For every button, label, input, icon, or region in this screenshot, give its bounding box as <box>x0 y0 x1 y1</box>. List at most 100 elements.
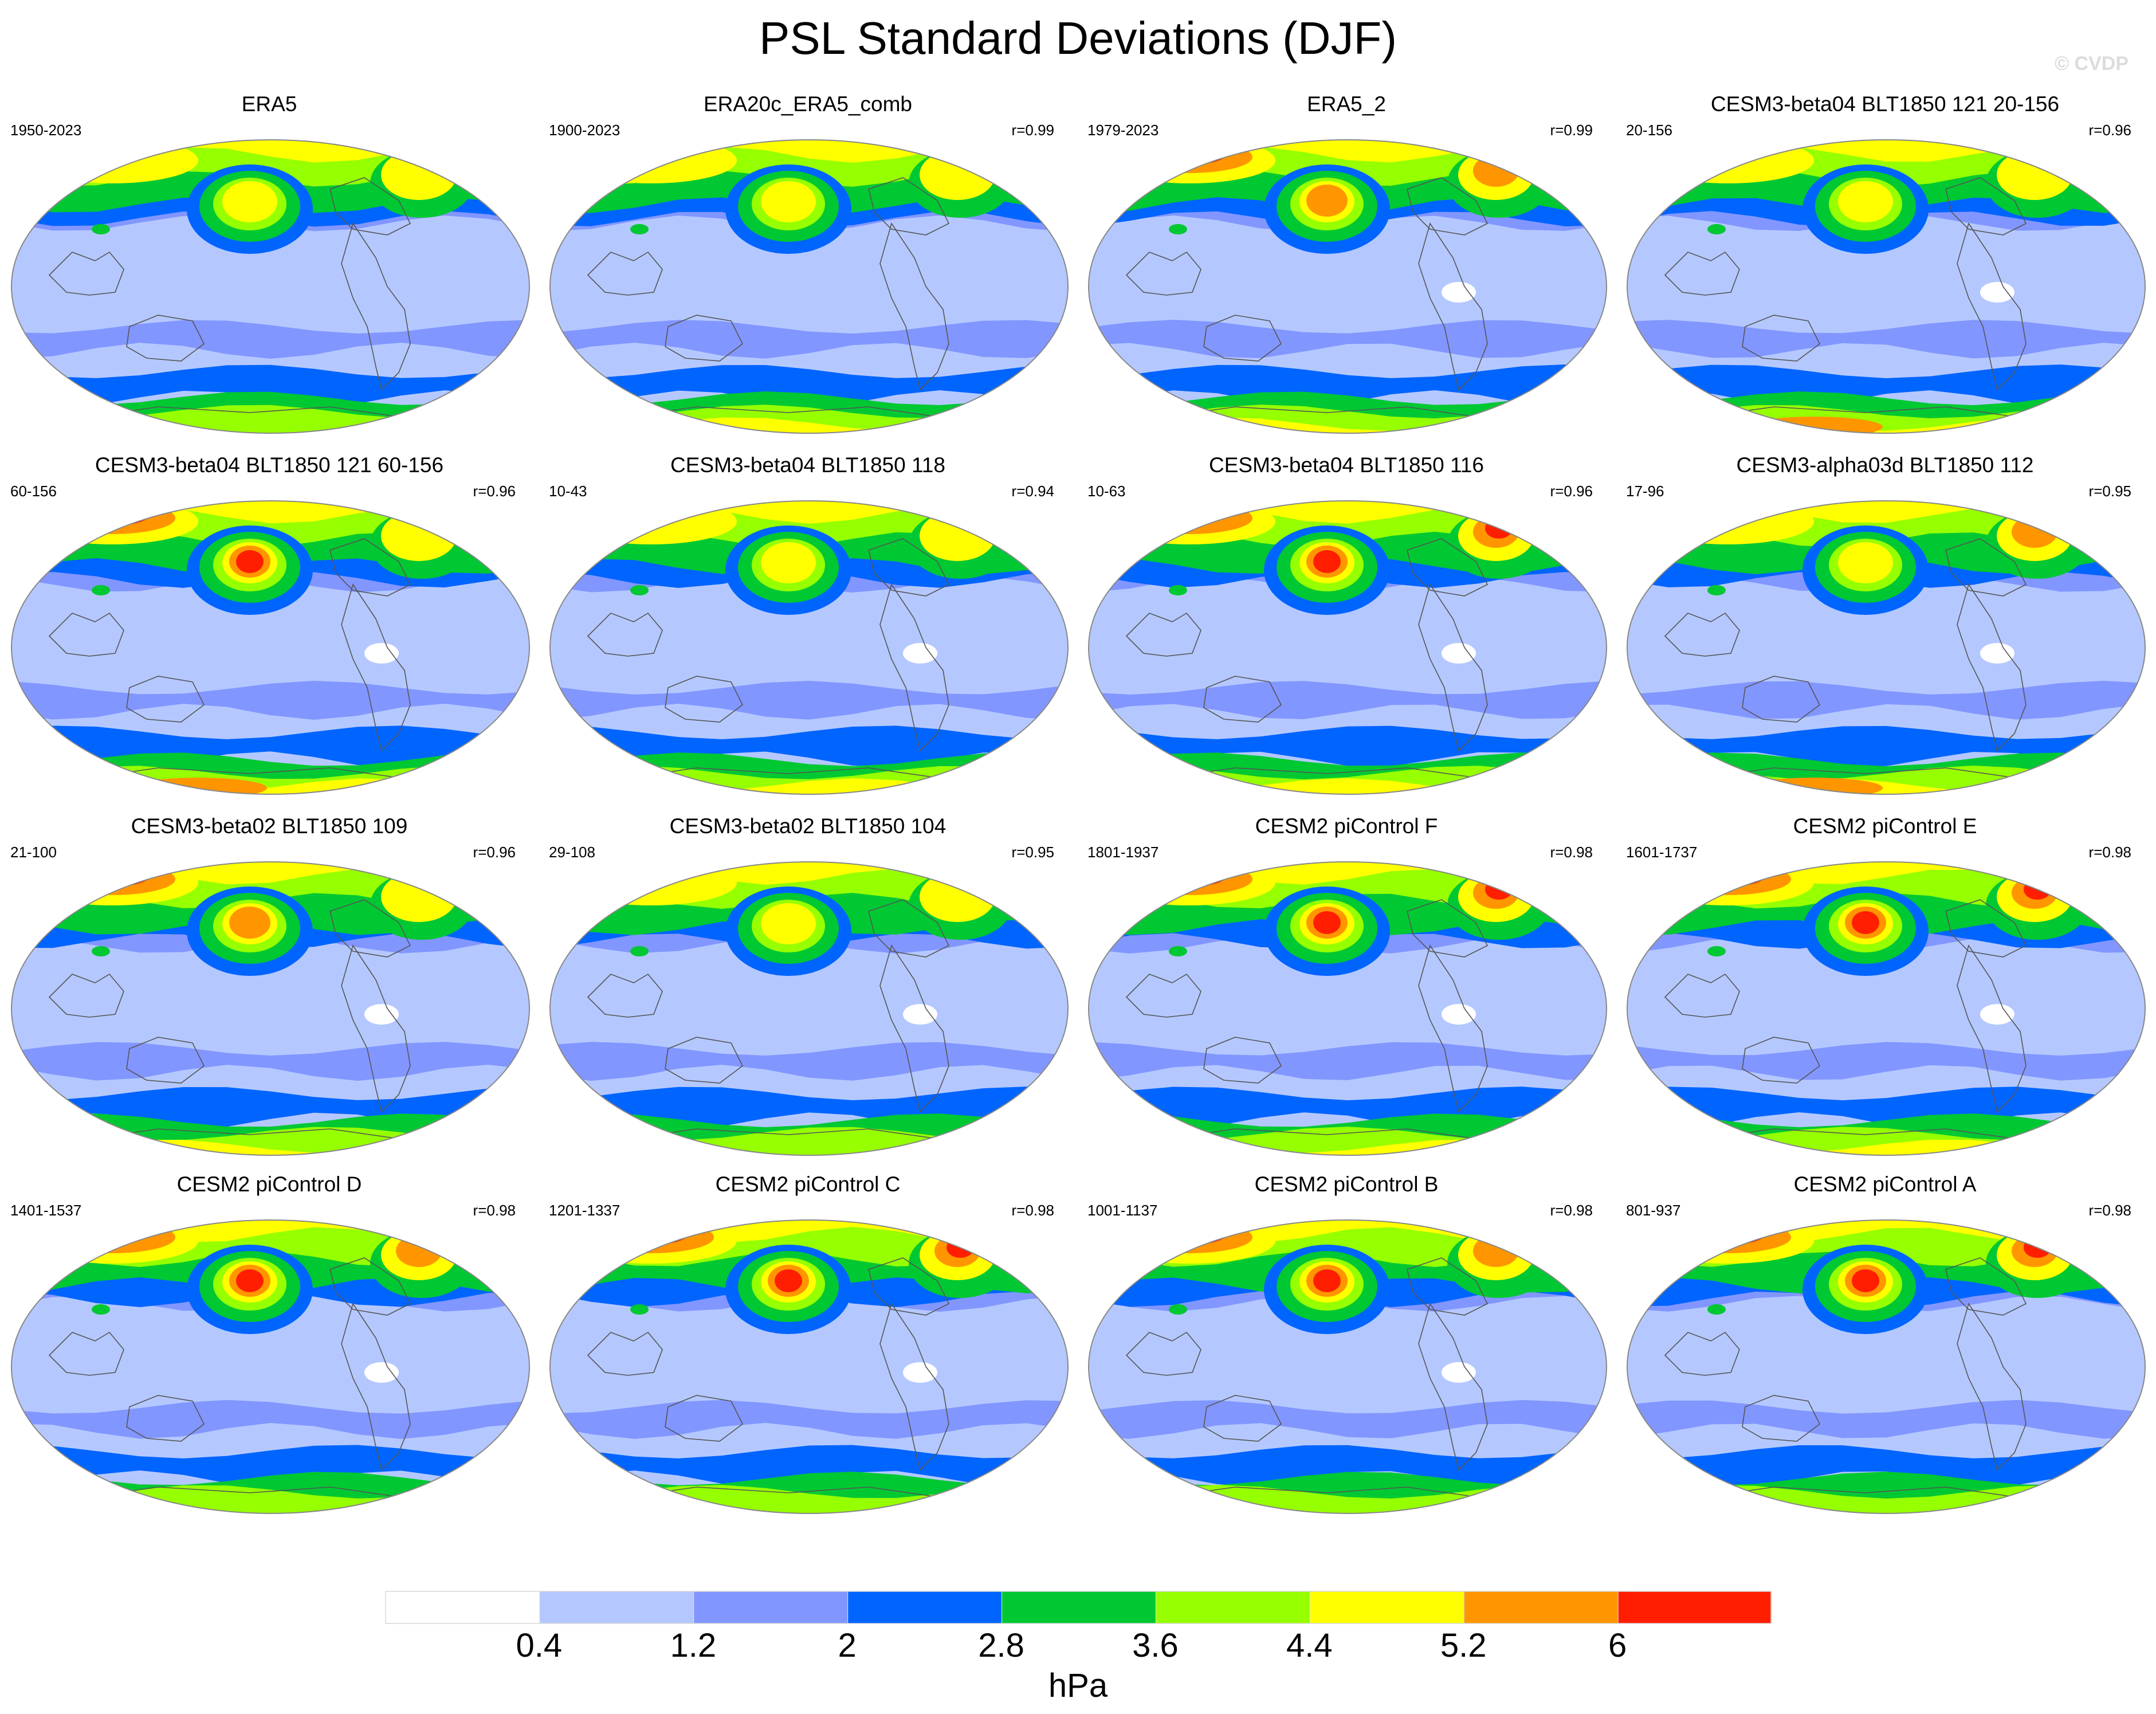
eurasia-orange <box>1126 863 1252 895</box>
south-america-outline <box>341 944 411 1113</box>
sh-antarctic-yellowgreen <box>1089 1127 1607 1155</box>
robinson-map <box>11 139 530 434</box>
south-america-outline <box>879 944 949 1113</box>
south-america-outline <box>1418 944 1488 1113</box>
north-america-outline <box>329 177 411 236</box>
panel-title: CESM3-beta04 BLT1850 116 <box>1209 453 1484 477</box>
panel-pattern-correlation: r=0.96 <box>473 844 516 861</box>
map-border <box>549 139 1069 434</box>
low-variance-patch <box>364 1362 399 1383</box>
aleutian-orange <box>229 907 270 939</box>
north-america-outline <box>1407 538 1489 597</box>
tibet-spot <box>1169 946 1187 956</box>
coastlines <box>1664 1257 2027 1499</box>
low-variance-patch <box>1980 1004 2014 1025</box>
robinson-map <box>1627 861 2146 1156</box>
map-panel: CESM2 piControl A 801-937 r=0.98 <box>1616 1172 2154 1539</box>
low-variance-patch <box>1442 1004 1476 1025</box>
robinson-map <box>549 139 1069 434</box>
maritime-continent-outline <box>1664 251 1740 296</box>
maritime-continent-outline <box>587 1331 663 1376</box>
sh-subtropical-band <box>1089 681 1607 719</box>
eurasia-orange <box>49 863 175 895</box>
sh-subtropical-band <box>1627 681 2145 720</box>
eurasia-orange <box>1126 1221 1252 1253</box>
north-america-outline <box>1945 1257 2027 1316</box>
low-variance-patch <box>1980 282 2014 303</box>
eurasia-red <box>64 866 149 887</box>
nh-arctic-yellow <box>1627 501 2145 524</box>
icelandic-orange <box>1473 1235 1519 1267</box>
panel-years: 60-156 <box>10 483 57 500</box>
australia-outline <box>1742 676 1821 723</box>
panel-title: CESM3-alpha03d BLT1850 112 <box>1736 453 2034 477</box>
maritime-continent-outline <box>587 251 663 296</box>
colorbar-cell <box>1617 1591 1772 1624</box>
panel-years: 21-100 <box>10 844 57 861</box>
low-variance-patch <box>1442 282 1476 303</box>
map-panel: CESM2 piControl F 1801-1937 r=0.98 <box>1077 814 1616 1180</box>
australia-outline <box>665 1395 744 1442</box>
maritime-continent-outline <box>587 612 663 657</box>
robinson-map <box>1088 861 1607 1156</box>
panel-years: 801-937 <box>1626 1202 1681 1219</box>
colorbar-tick-label: 0.4 <box>516 1627 563 1664</box>
nh-arctic-yellow <box>1089 140 1607 163</box>
colorbar-tick-label: 2 <box>838 1627 857 1664</box>
map-panel: CESM3-beta02 BLT1850 104 29-108 r=0.95 <box>539 814 1077 1180</box>
colorbar-cell <box>385 1591 540 1624</box>
tibet-spot <box>1707 946 1726 956</box>
panel-years: 1979-2023 <box>1087 121 1159 139</box>
panel-title: CESM3-beta04 BLT1850 121 60-156 <box>95 453 444 477</box>
sh-storm-track-blue <box>1627 1087 2145 1128</box>
nh-arctic-yellow <box>1627 140 2145 163</box>
sh-storm-track-blue <box>1627 725 2145 767</box>
panel-years: 20-156 <box>1626 121 1672 139</box>
map-panel: CESM3-beta04 BLT1850 118 10-43 r=0.94 <box>539 453 1077 819</box>
panel-pattern-correlation: r=0.96 <box>473 483 516 500</box>
panel-title: CESM2 piControl F <box>1255 814 1438 838</box>
australia-outline <box>1742 1037 1821 1084</box>
south-america-outline <box>1957 583 2027 752</box>
sh-storm-track-blue <box>550 364 1068 406</box>
robinson-map <box>549 861 1069 1156</box>
eurasia-orange <box>1126 141 1252 173</box>
colorbar-frame <box>385 1591 1772 1624</box>
australia-outline <box>665 676 744 723</box>
map-border <box>11 139 530 434</box>
sh-subtropical-band <box>1627 1042 2145 1081</box>
australia-outline <box>665 1037 744 1084</box>
map-border <box>1088 500 1607 795</box>
tibet-spot <box>1707 1304 1726 1315</box>
north-america-outline <box>1945 538 2027 597</box>
north-america-outline <box>868 1257 950 1316</box>
colorbar-tick-label: 6 <box>1608 1627 1627 1664</box>
panel-pattern-correlation: r=0.98 <box>2088 844 2131 861</box>
panel-years: 1001-1137 <box>1087 1202 1158 1219</box>
map-panel: CESM3-beta04 BLT1850 116 10-63 r=0.96 <box>1077 453 1616 819</box>
sh-subtropical-band <box>1089 1042 1607 1081</box>
tibet-spot <box>1169 224 1187 234</box>
tibet-spot <box>630 585 649 595</box>
icelandic-orange <box>2012 516 2057 548</box>
low-variance-patch <box>364 1004 399 1025</box>
north-america-outline <box>1945 177 2027 236</box>
robinson-map <box>549 500 1069 795</box>
sh-subtropical-band <box>11 1042 529 1081</box>
map-border <box>1088 861 1607 1156</box>
sh-antarctic-yellowgreen <box>11 405 529 433</box>
tibet-spot <box>92 1304 110 1315</box>
map-panel: ERA5_2 1979-2023 r=0.99 <box>1077 92 1616 458</box>
panel-pattern-correlation: r=0.95 <box>1011 844 1054 861</box>
eurasia-red <box>1680 866 1765 887</box>
nh-arctic-yellow <box>11 501 529 524</box>
coastlines <box>1664 177 2027 419</box>
panel-years: 1900-2023 <box>549 121 621 139</box>
robinson-map <box>1088 139 1607 434</box>
low-variance-patch <box>903 1362 937 1383</box>
south-america-outline <box>341 1303 411 1471</box>
south-america-outline <box>879 222 949 391</box>
panel-title: CESM3-beta02 BLT1850 104 <box>669 814 947 838</box>
coastlines <box>587 1257 950 1499</box>
nh-arctic-yellow <box>1089 501 1607 524</box>
